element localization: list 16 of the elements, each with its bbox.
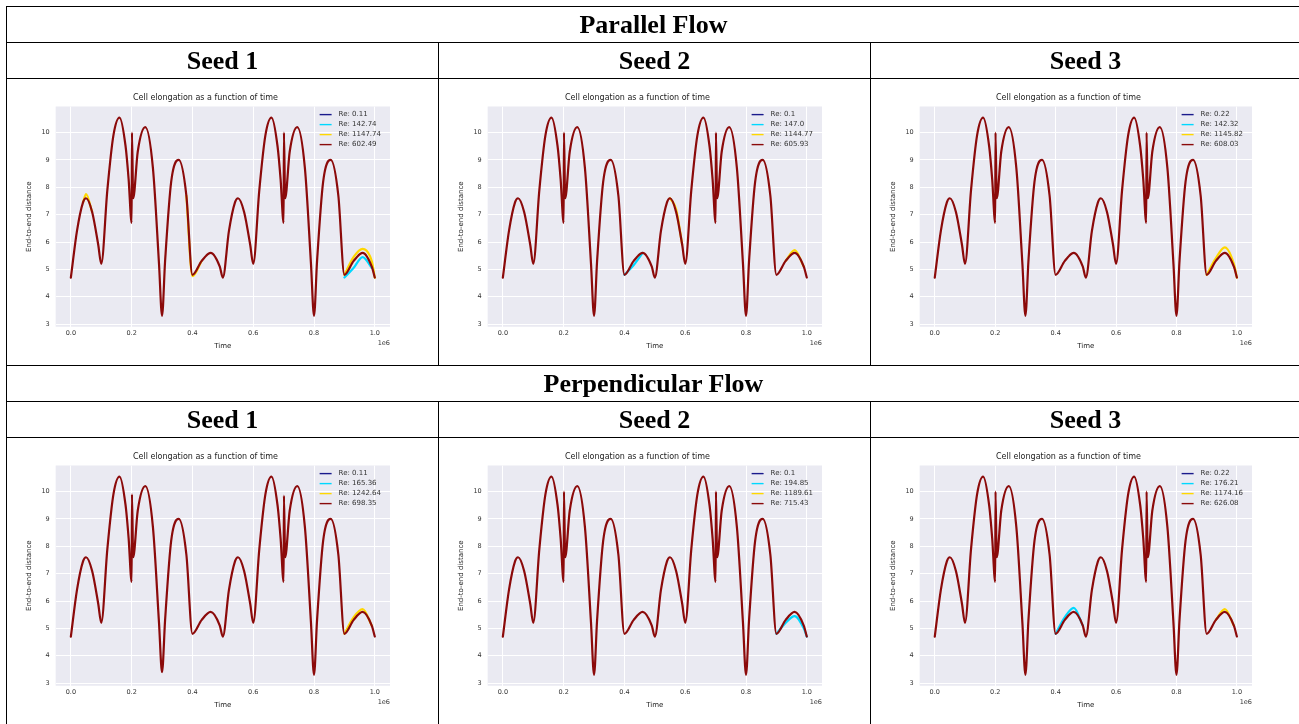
- chart-subtitle: Seed 3: [870, 42, 1299, 79]
- chart-title: Cell elongation as a function of time: [995, 92, 1142, 102]
- chart-title: Cell elongation as a function of time: [564, 451, 711, 461]
- text: Perpendicular Flow: [6, 365, 1299, 402]
- line-series: [343, 608, 373, 635]
- chart-title: Cell elongation as a function of time: [132, 451, 279, 461]
- chart-title: Cell elongation as a function of time: [132, 92, 279, 102]
- text: Parallel Flow: [6, 6, 1299, 43]
- chart-title: Cell elongation as a function of time: [564, 92, 711, 102]
- chart-subtitle: Seed 2: [438, 42, 871, 79]
- chart-title: Cell elongation as a function of time: [995, 451, 1142, 461]
- line-series: [1205, 246, 1238, 279]
- chart-subtitle: Seed 2: [438, 401, 871, 438]
- chart-subtitle: Seed 1: [6, 42, 439, 79]
- chart-subtitle: Seed 3: [870, 401, 1299, 438]
- chart-subtitle: Seed 1: [6, 401, 439, 438]
